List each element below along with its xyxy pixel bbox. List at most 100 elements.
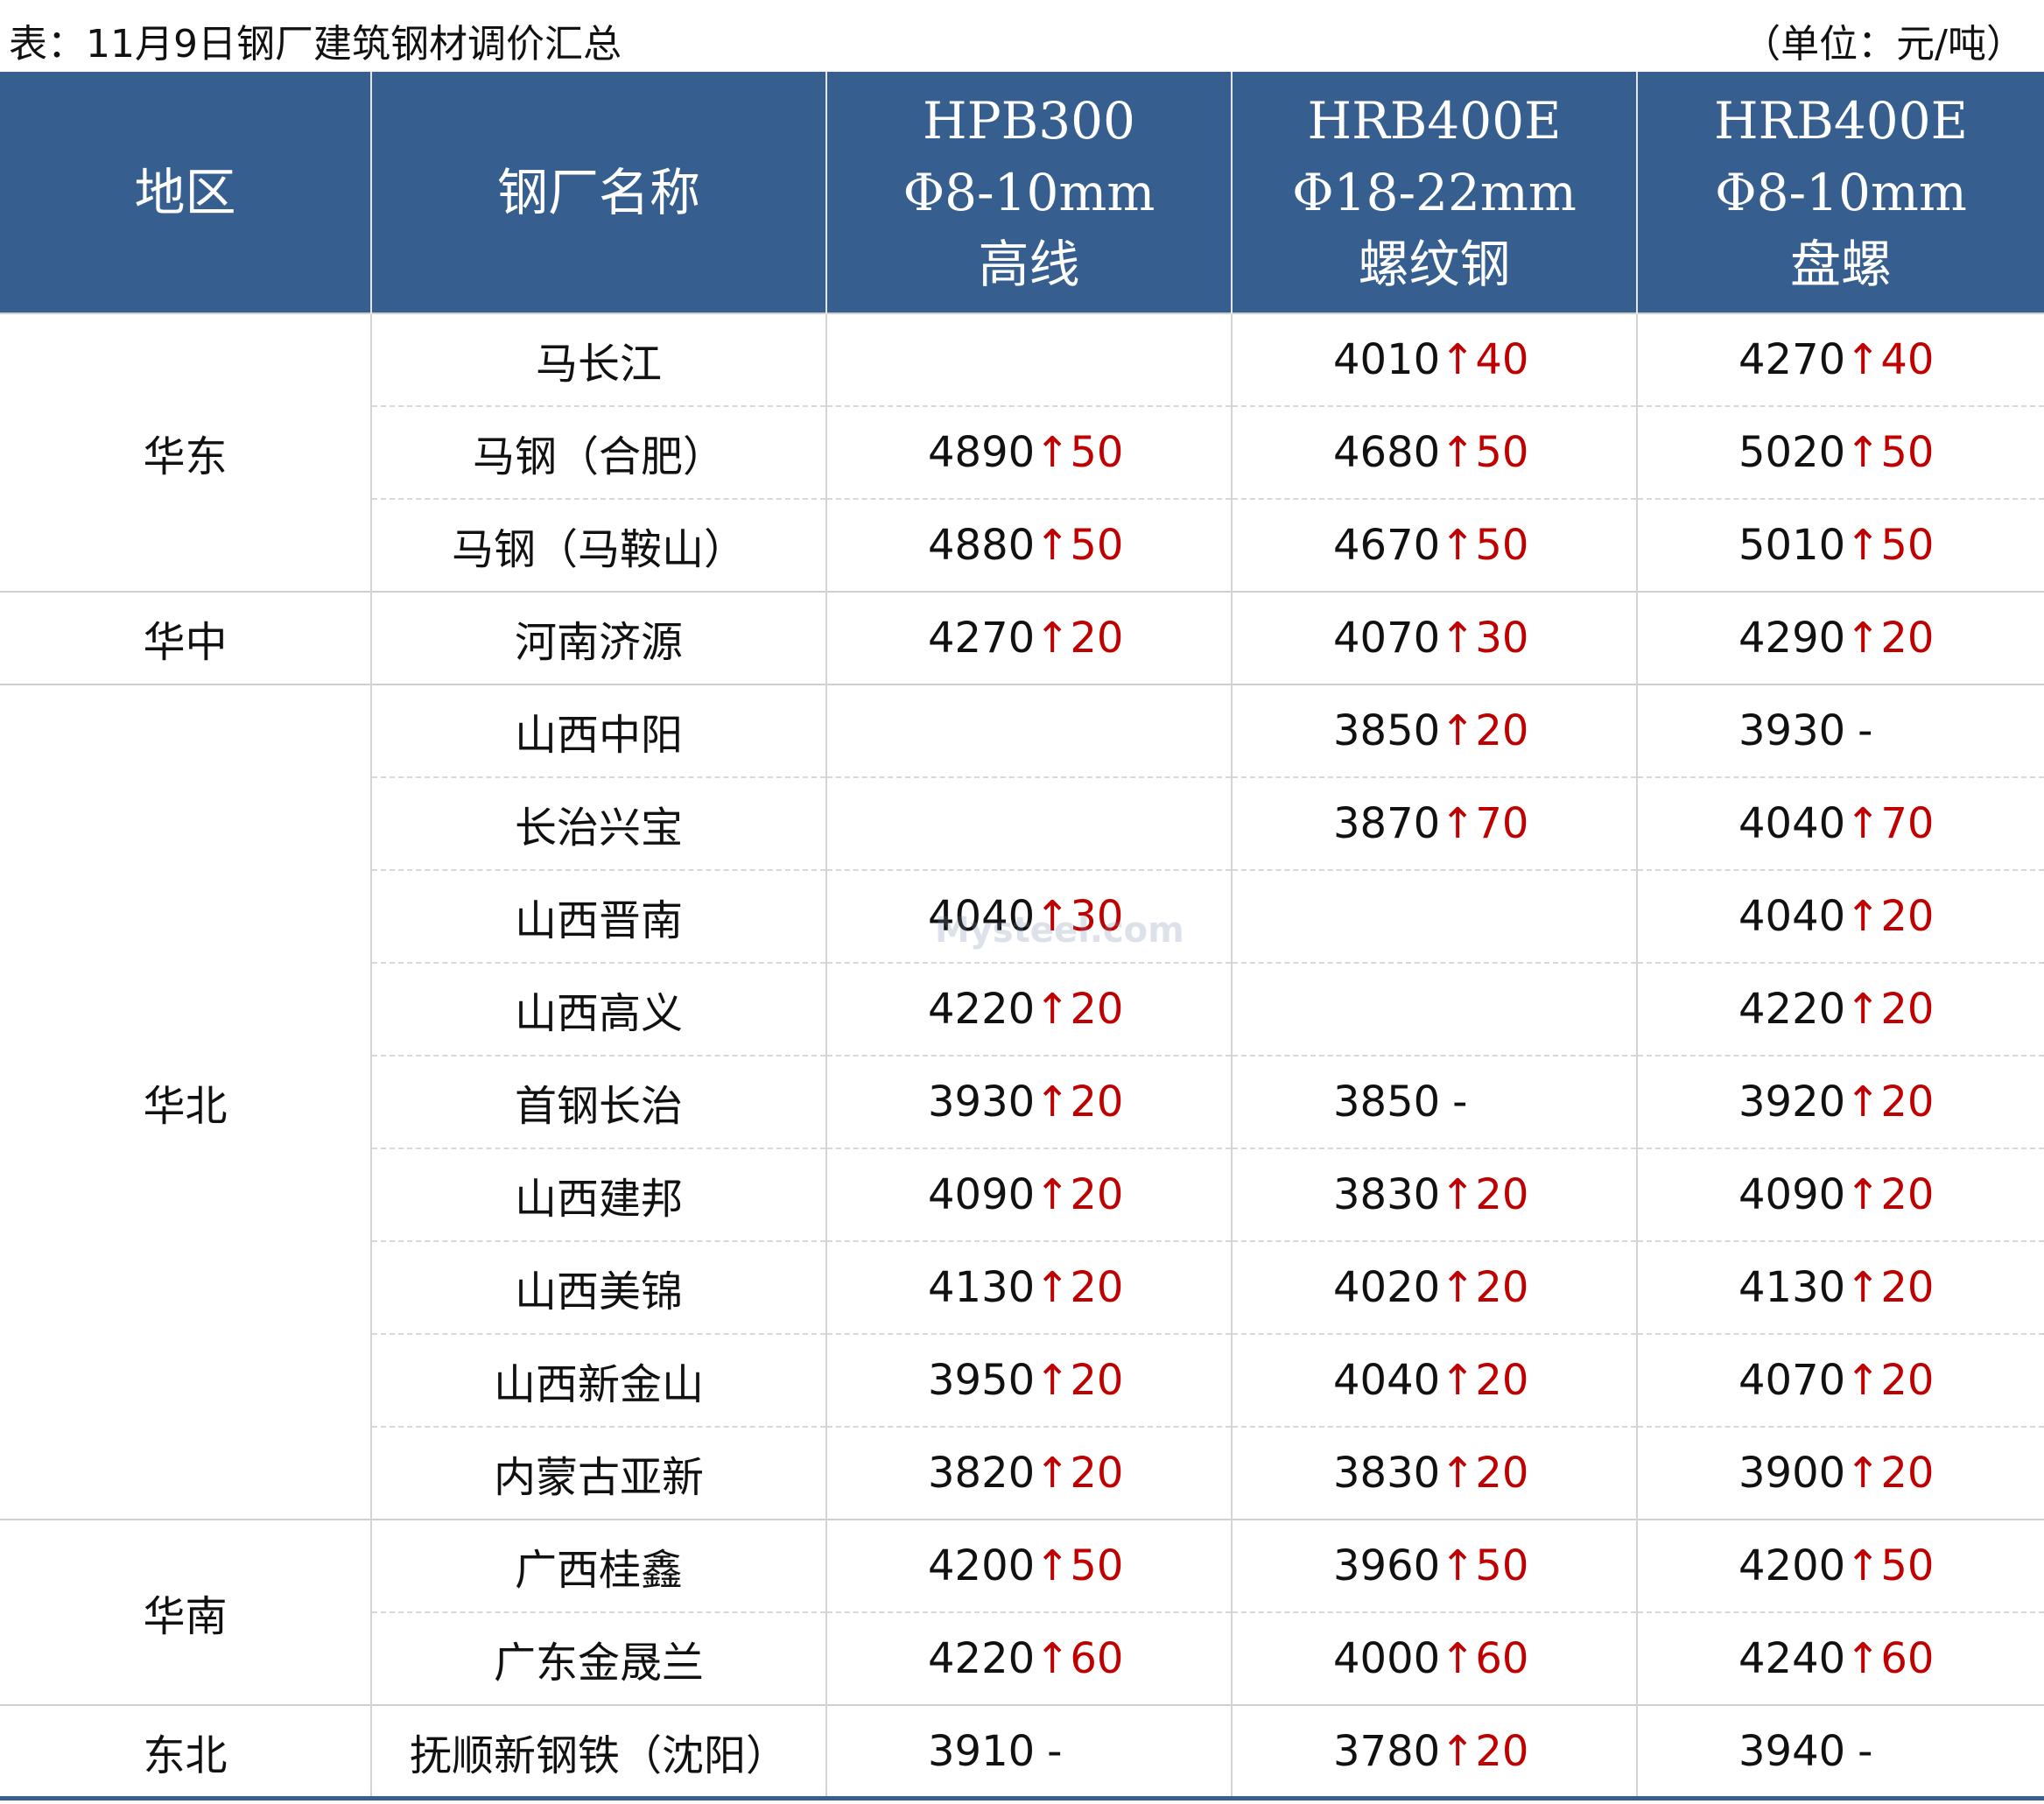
mill-name: 山西建邦 — [370, 1148, 826, 1241]
mill-name: 马长江 — [370, 312, 826, 406]
header-bar: 表：11月9日钢厂建筑钢材调价汇总 （单位：元/吨） — [0, 0, 2044, 72]
price: 4270 — [1738, 335, 1846, 384]
price: 3930 — [1738, 706, 1846, 755]
price: 3960 — [1333, 1541, 1441, 1590]
header-line: Φ8-10mm — [903, 162, 1155, 222]
change: ↑20 — [1035, 1263, 1124, 1312]
table-row: 华中 河南济源 4270↑20 4070↑30 4290↑20 — [0, 591, 2044, 684]
price-table: 地区 钢厂名称 HPB300 Φ8-10mm 高线 HRB400E Φ18-22mm 螺纹钢 H… — [0, 72, 2044, 1797]
table-row: 首钢长治 3930↑20 3850-3920↑20 — [0, 1055, 2044, 1148]
price: 4090 — [928, 1170, 1036, 1219]
price-cell: 4890↑50 — [825, 405, 1232, 499]
price: 3900 — [1738, 1449, 1846, 1498]
price-cell: 4040↑70 — [1636, 776, 2044, 870]
mill-name: 山西新金山 — [370, 1333, 826, 1427]
price-cell: 4000↑60 — [1231, 1611, 1637, 1705]
price-cell: 5010↑50 — [1636, 498, 2044, 592]
region-cell: 华中 — [0, 591, 371, 684]
change: ↑40 — [1845, 335, 1935, 384]
price-cell: 4070↑20 — [1636, 1333, 2044, 1427]
price-cell: 4070↑30 — [1231, 591, 1637, 684]
price-cell: 4200↑50 — [1636, 1519, 2044, 1612]
price: 4040 — [928, 892, 1036, 941]
unit: （单位：元/吨） — [1742, 22, 2025, 67]
header-line: 盘螺 — [1789, 234, 1892, 294]
price-cell: 3850- — [1231, 1055, 1637, 1148]
price-cell: 4220↑60 — [825, 1611, 1232, 1705]
region-cell: 华北 — [0, 684, 371, 1520]
table-row: 长治兴宝 3870↑70 4040↑70 — [0, 776, 2044, 870]
price: 5010 — [1738, 521, 1846, 570]
header-line: 钢厂名称 — [496, 162, 700, 222]
price-cell: 3780↑20 — [1231, 1704, 1637, 1797]
table-row: 马钢（合肥） 4890↑50 4680↑50 5020↑50 — [0, 405, 2044, 499]
table-row: 山西高义 4220↑20 4220↑20 — [0, 962, 2044, 1056]
mill-name: 长治兴宝 — [370, 776, 826, 870]
price-cell: 3830↑20 — [1231, 1148, 1637, 1241]
change: ↑50 — [1845, 428, 1935, 477]
change: ↑50 — [1440, 521, 1529, 570]
price: 4040 — [1738, 892, 1846, 941]
price: 4200 — [928, 1541, 1036, 1590]
mill-name: 内蒙古亚新 — [370, 1426, 826, 1520]
bottom-rule — [0, 1796, 2044, 1800]
mill-name: 广东金晟兰 — [370, 1611, 826, 1705]
price: 3950 — [928, 1356, 1036, 1405]
change: ↑20 — [1845, 985, 1935, 1034]
change: ↑60 — [1845, 1634, 1935, 1683]
change: ↑20 — [1440, 1449, 1529, 1498]
change: ↑50 — [1845, 521, 1935, 570]
mill-name: 山西中阳 — [370, 684, 826, 777]
price: 4880 — [928, 521, 1036, 570]
price-cell: 3820↑20 — [825, 1426, 1232, 1520]
price: 4240 — [1738, 1634, 1846, 1683]
price: 4070 — [1333, 614, 1441, 663]
price-cell — [825, 776, 1232, 870]
region-cell: 东北 — [0, 1704, 371, 1797]
price-cell: 4090↑20 — [1636, 1148, 2044, 1241]
change: ↑20 — [1440, 706, 1529, 755]
change: ↑50 — [1035, 1541, 1124, 1590]
change: ↑30 — [1440, 614, 1529, 663]
price: 4130 — [1738, 1263, 1846, 1312]
header-line: Φ8-10mm — [1715, 162, 1967, 222]
watermark: Mysteel.com — [935, 910, 1184, 951]
change: ↑30 — [1035, 892, 1124, 941]
header-line: 高线 — [978, 234, 1080, 294]
header-line: HRB400E — [1307, 90, 1562, 151]
price: 3820 — [928, 1449, 1036, 1498]
change: - — [1858, 706, 1873, 755]
change: ↑20 — [1035, 985, 1124, 1034]
column-header: HRB400E Φ18-22mm 螺纹钢 — [1231, 72, 1637, 313]
price: 3940 — [1738, 1727, 1846, 1776]
change: ↑50 — [1035, 521, 1124, 570]
price-cell: 3910- — [825, 1704, 1232, 1797]
table-body: 华东 马长江 4010↑40 4270↑40 马钢（合肥） 4890↑50 4680↑50 5… — [0, 312, 2044, 1797]
change: ↑20 — [1845, 1077, 1935, 1127]
column-header: 钢厂名称 — [370, 72, 826, 313]
price-cell — [1231, 869, 1637, 963]
price: 3930 — [928, 1077, 1036, 1127]
change: ↑20 — [1440, 1170, 1529, 1219]
change: ↑40 — [1440, 335, 1529, 384]
price: 3850 — [1333, 1077, 1441, 1127]
table-row: 华南 广西桂鑫 4200↑50 3960↑50 4200↑50 — [0, 1519, 2044, 1705]
change: ↑60 — [1440, 1634, 1529, 1683]
price: 4040 — [1738, 799, 1846, 848]
price-cell: 4680↑50 — [1231, 405, 1637, 499]
change: ↑20 — [1035, 1449, 1124, 1498]
price: 3830 — [1333, 1170, 1441, 1219]
table-row: 山西建邦 4090↑20 3830↑20 4090↑20 — [0, 1148, 2044, 1241]
price-cell: 3950↑20 — [825, 1333, 1232, 1427]
change: ↑50 — [1440, 1541, 1529, 1590]
price-cell: 3920↑20 — [1636, 1055, 2044, 1148]
price-cell: 4010↑40 — [1231, 312, 1637, 406]
price: 4020 — [1333, 1263, 1441, 1312]
price: 4090 — [1738, 1170, 1846, 1219]
mill-name: 马钢（马鞍山） — [370, 498, 826, 592]
table-row: 广东金晟兰 4220↑60 4000↑60 4240↑60 — [0, 1611, 2044, 1705]
change: ↑20 — [1845, 1449, 1935, 1498]
price: 3870 — [1333, 799, 1441, 848]
mill-name: 山西美锦 — [370, 1240, 826, 1334]
